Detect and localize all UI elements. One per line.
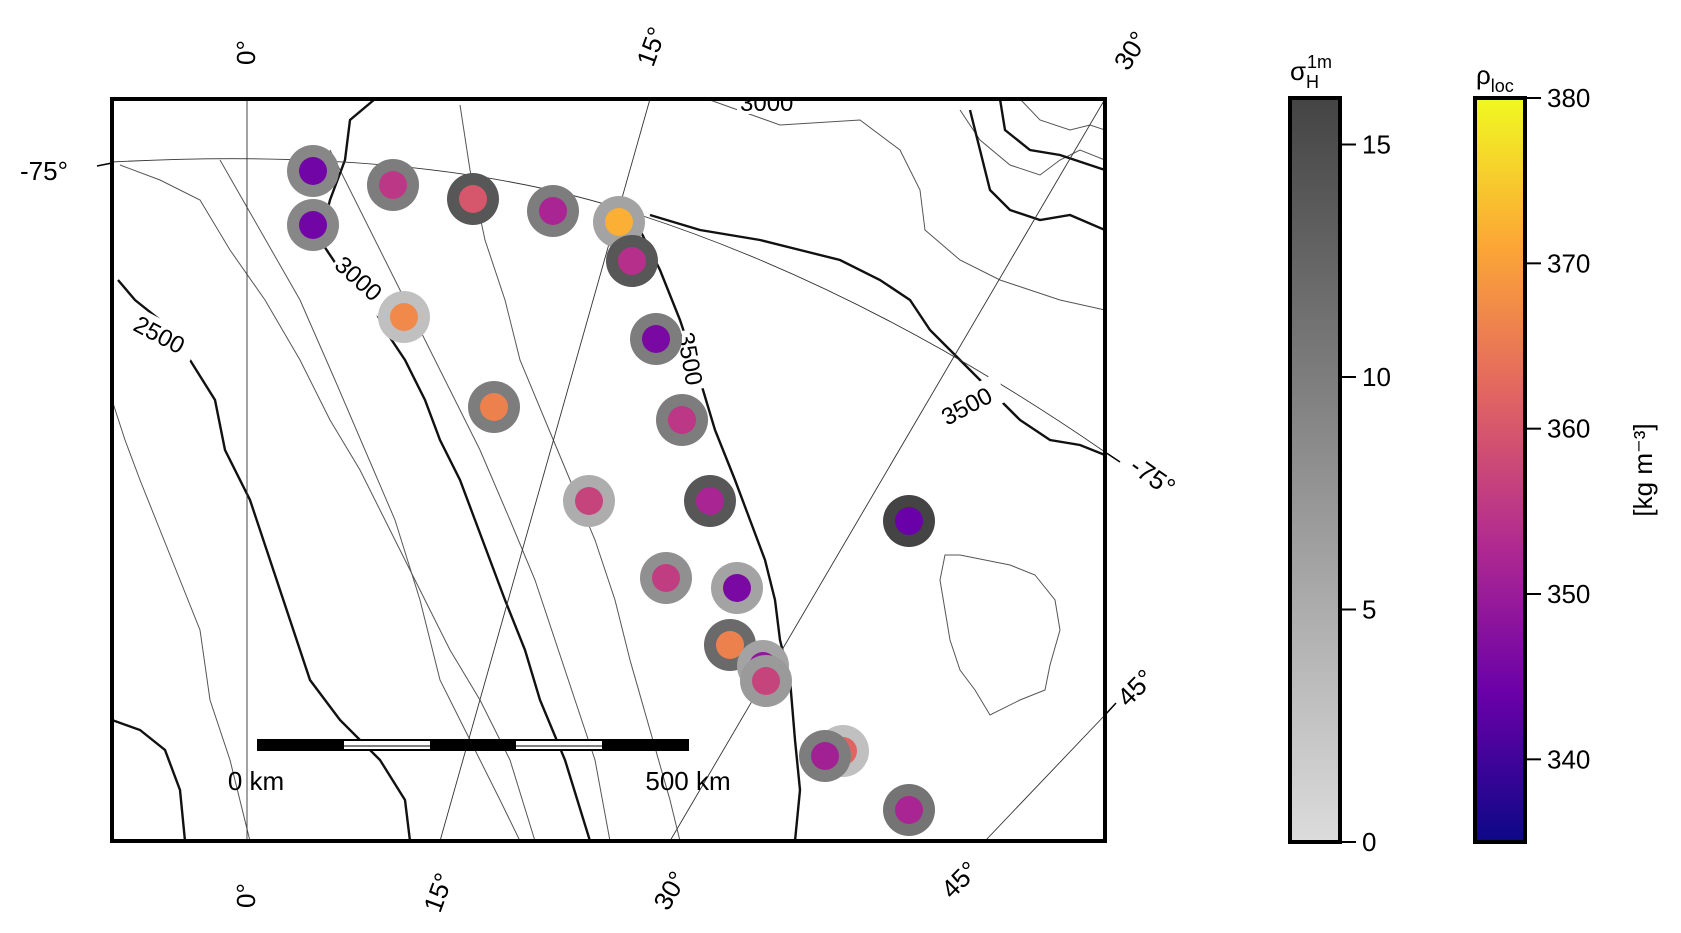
thin-contour [1019, 99, 1105, 131]
site-rho-dot [811, 742, 839, 770]
site-rho-dot [723, 574, 751, 602]
colorbar-sigma-title: σH1m [1290, 52, 1332, 92]
scale-bar: 0 km 500 km [228, 739, 731, 796]
site-marker [606, 235, 658, 287]
site-marker [630, 313, 682, 365]
contour-labels: 3000 2500 3500 3000 3500 [125, 90, 1009, 433]
site-rho-dot [379, 171, 407, 199]
sites-layer [287, 145, 935, 836]
thin-contour [329, 149, 611, 841]
thick-contour [112, 718, 187, 841]
lon-label-bottom: 45° [935, 855, 984, 904]
site-marker [378, 291, 430, 343]
lon-label-bottom: 0° [231, 883, 261, 908]
site-rho-dot [642, 325, 670, 353]
lat-label-right: -75° [1125, 450, 1182, 502]
site-rho-dot [895, 507, 923, 535]
site-rho-dot [480, 393, 508, 421]
meridian-45 [984, 714, 1105, 841]
site-rho-dot [668, 406, 696, 434]
thick-contour [649, 213, 1105, 457]
thick-contour [318, 99, 592, 841]
meridian-30 [669, 99, 1105, 841]
lon-label-right: 45° [1111, 663, 1160, 712]
lon-label-top: 30° [1108, 26, 1154, 75]
thin-contour [119, 164, 536, 841]
lon-label-top: 0° [231, 40, 261, 65]
site-rho-dot [299, 211, 327, 239]
thick-contour [968, 109, 1105, 232]
lon-label-bottom: 15° [417, 869, 459, 916]
colorbar-sigma-bar [1288, 96, 1342, 844]
site-marker [883, 495, 935, 547]
colorbar-rho-title: ρloc [1476, 60, 1514, 96]
thin-contour [959, 109, 1105, 176]
colorbar-tick-label: 360 [1547, 414, 1590, 444]
thick-contour [998, 99, 1105, 172]
site-rho-dot [618, 247, 646, 275]
thin-contour [459, 104, 681, 841]
site-marker [563, 475, 615, 527]
site-rho-dot [696, 487, 724, 515]
colorbar-sigma-ticks: 0 5 10 15 [1340, 130, 1391, 857]
scale-bar-left-label: 0 km [228, 766, 284, 796]
colorbar-rho-unit: [kg m⁻³] [1628, 423, 1658, 516]
scale-bar-right-label: 500 km [645, 766, 730, 796]
colorbar-tick-label: 10 [1362, 362, 1391, 392]
thin-contours [112, 99, 1105, 841]
site-rho-dot [299, 157, 327, 185]
site-marker [287, 199, 339, 251]
lat-label-left: -75° [20, 156, 68, 186]
site-marker [740, 655, 792, 707]
site-rho-dot [459, 185, 487, 213]
site-marker [656, 394, 708, 446]
thin-contour [112, 399, 251, 841]
thick-contour [117, 279, 412, 841]
site-marker [799, 730, 851, 782]
graticule-labels: 0° 15° 30° -75° -75° 45° 0° 15° 30° 45° [20, 23, 1181, 916]
site-rho-dot [539, 197, 567, 225]
contour-label: 3000 [740, 90, 793, 117]
colorbar-sigma: σH1m 0 5 10 15 [1288, 52, 1391, 857]
site-rho-dot [716, 631, 744, 659]
site-marker [367, 159, 419, 211]
site-marker [711, 562, 763, 614]
site-marker [287, 145, 339, 197]
site-rho-dot [390, 303, 418, 331]
thin-contour [219, 159, 521, 841]
colorbar-tick-label: 0 [1362, 827, 1376, 857]
map-panel: 3000 2500 3500 3000 3500 0 km [20, 23, 1181, 916]
colorbar-rho-ticks: 340 350 360 370 380 [1525, 83, 1590, 774]
colorbar-tick-label: 380 [1547, 83, 1590, 113]
colorbar-tick-label: 350 [1547, 579, 1590, 609]
thick-contour [638, 229, 802, 841]
site-marker [640, 552, 692, 604]
colorbar-tick-label: 5 [1362, 595, 1376, 625]
lon-label-bottom: 30° [647, 866, 693, 915]
site-rho-dot [575, 487, 603, 515]
site-rho-dot [605, 208, 633, 236]
colorbar-rho: ρloc 340 350 360 370 380 [kg m⁻³] [1473, 60, 1658, 844]
site-marker [527, 185, 579, 237]
colorbar-rho-bar [1473, 96, 1527, 844]
site-rho-dot [652, 564, 680, 592]
colorbar-tick-label: 15 [1362, 130, 1391, 160]
map-frame [110, 97, 1107, 843]
colorbar-tick-label: 340 [1547, 744, 1590, 774]
site-marker [468, 381, 520, 433]
site-marker [447, 173, 499, 225]
thin-contour [709, 99, 1105, 311]
lon-label-top: 15° [630, 23, 672, 70]
colorbar-tick-label: 370 [1547, 248, 1590, 278]
site-marker [684, 475, 736, 527]
site-rho-dot [752, 667, 780, 695]
site-rho-dot [895, 796, 923, 824]
site-marker [883, 784, 935, 836]
thin-contour [939, 554, 1061, 716]
